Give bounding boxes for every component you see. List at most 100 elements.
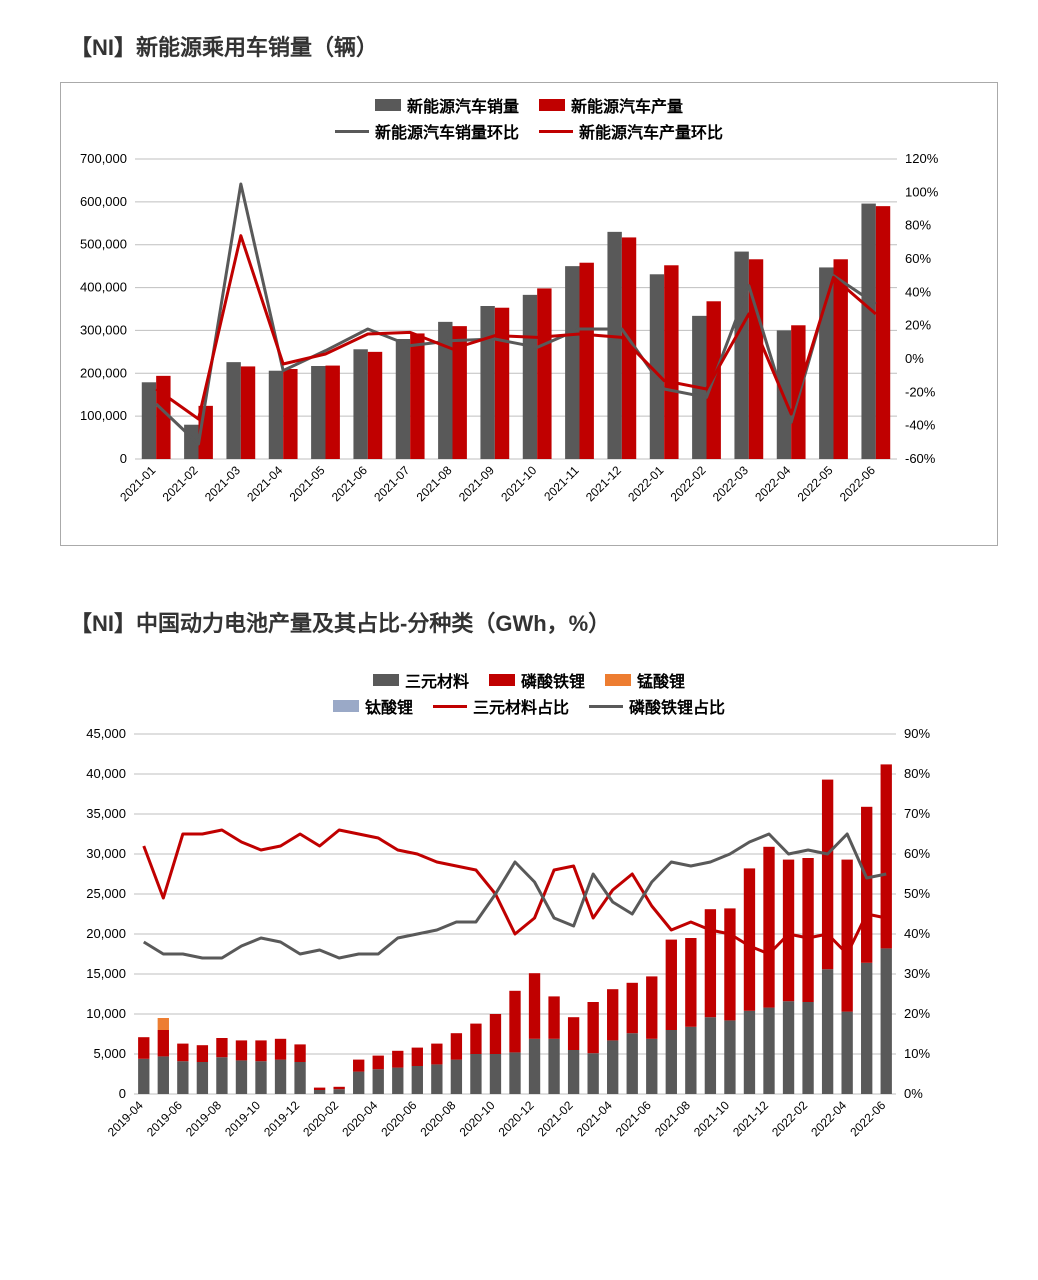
svg-text:40%: 40% bbox=[905, 284, 931, 299]
legend-swatch bbox=[605, 674, 631, 686]
svg-text:5,000: 5,000 bbox=[93, 1046, 126, 1061]
svg-text:100,000: 100,000 bbox=[80, 408, 127, 423]
legend-label: 新能源汽车产量环比 bbox=[579, 119, 723, 143]
svg-text:2020-12: 2020-12 bbox=[496, 1098, 537, 1139]
svg-text:2019-06: 2019-06 bbox=[144, 1098, 185, 1139]
legend-item: 三元材料占比 bbox=[433, 694, 569, 718]
svg-text:0%: 0% bbox=[905, 351, 924, 366]
svg-text:2021-08: 2021-08 bbox=[414, 463, 455, 504]
svg-text:2021-04: 2021-04 bbox=[574, 1098, 615, 1139]
svg-text:2022-02: 2022-02 bbox=[769, 1098, 810, 1139]
svg-text:200,000: 200,000 bbox=[80, 365, 127, 380]
svg-text:80%: 80% bbox=[905, 218, 931, 233]
svg-text:2021-11: 2021-11 bbox=[541, 463, 582, 504]
legend-item: 锰酸锂 bbox=[605, 668, 685, 692]
chart1-frame: 新能源汽车销量 新能源汽车产量 新能源汽车销量环比 新能源汽车产量环比 0100… bbox=[60, 82, 998, 546]
svg-text:-20%: -20% bbox=[905, 384, 936, 399]
svg-text:2019-10: 2019-10 bbox=[222, 1098, 263, 1139]
svg-text:10%: 10% bbox=[904, 1046, 930, 1061]
svg-text:60%: 60% bbox=[905, 251, 931, 266]
legend-label: 磷酸铁锂 bbox=[521, 668, 585, 692]
svg-text:90%: 90% bbox=[904, 726, 930, 741]
svg-text:2020-06: 2020-06 bbox=[378, 1098, 419, 1139]
svg-text:2021-04: 2021-04 bbox=[244, 463, 285, 504]
svg-text:2021-01: 2021-01 bbox=[117, 463, 158, 504]
svg-text:2022-06: 2022-06 bbox=[837, 463, 878, 504]
svg-text:70%: 70% bbox=[904, 806, 930, 821]
svg-text:30,000: 30,000 bbox=[86, 846, 126, 861]
legend-label: 磷酸铁锂占比 bbox=[629, 694, 725, 718]
svg-text:2021-06: 2021-06 bbox=[613, 1098, 654, 1139]
svg-text:2021-06: 2021-06 bbox=[329, 463, 370, 504]
svg-text:-60%: -60% bbox=[905, 451, 936, 466]
svg-text:35,000: 35,000 bbox=[86, 806, 126, 821]
legend-swatch bbox=[333, 700, 359, 712]
chart1-title: 【NI】新能源乘用车销量（辆） bbox=[70, 30, 998, 62]
svg-text:2022-03: 2022-03 bbox=[710, 463, 751, 504]
svg-text:120%: 120% bbox=[905, 151, 939, 166]
legend-item: 磷酸铁锂 bbox=[489, 668, 585, 692]
legend-item: 新能源汽车产量 bbox=[539, 93, 683, 117]
svg-text:2021-05: 2021-05 bbox=[287, 463, 328, 504]
legend-swatch bbox=[433, 705, 467, 708]
svg-text:2021-09: 2021-09 bbox=[456, 463, 497, 504]
legend-label: 锰酸锂 bbox=[637, 668, 685, 692]
chart2-title: 【NI】中国动力电池产量及其占比-分种类（GWh，%） bbox=[70, 606, 998, 638]
svg-text:2021-02: 2021-02 bbox=[160, 463, 201, 504]
svg-text:600,000: 600,000 bbox=[80, 194, 127, 209]
svg-text:45,000: 45,000 bbox=[86, 726, 126, 741]
svg-text:2021-12: 2021-12 bbox=[583, 463, 624, 504]
legend-swatch bbox=[589, 705, 623, 708]
svg-text:-40%: -40% bbox=[905, 418, 936, 433]
legend-item: 新能源汽车产量环比 bbox=[539, 119, 723, 143]
svg-text:2021-10: 2021-10 bbox=[691, 1098, 732, 1139]
svg-text:2022-04: 2022-04 bbox=[752, 463, 793, 504]
svg-text:40%: 40% bbox=[904, 926, 930, 941]
svg-text:2022-02: 2022-02 bbox=[668, 463, 709, 504]
svg-text:700,000: 700,000 bbox=[80, 151, 127, 166]
svg-text:2020-04: 2020-04 bbox=[339, 1098, 380, 1139]
legend-label: 新能源汽车产量 bbox=[571, 93, 683, 117]
legend-label: 三元材料占比 bbox=[473, 694, 569, 718]
legend-swatch bbox=[489, 674, 515, 686]
legend-item: 钛酸锂 bbox=[333, 694, 413, 718]
svg-text:40,000: 40,000 bbox=[86, 766, 126, 781]
chart1-plot: 0100,000200,000300,000400,000500,000600,… bbox=[73, 149, 953, 529]
chart2-frame: 三元材料 磷酸铁锂 锰酸锂 钛酸锂 三元材料占比 磷酸铁锂占比 0 5,000 10… bbox=[60, 658, 998, 1180]
legend-swatch bbox=[335, 130, 369, 133]
svg-text:80%: 80% bbox=[904, 766, 930, 781]
legend-label: 钛酸锂 bbox=[365, 694, 413, 718]
svg-text:15,000: 15,000 bbox=[86, 966, 126, 981]
legend-item: 三元材料 bbox=[373, 668, 469, 692]
legend-item: 新能源汽车销量环比 bbox=[335, 119, 519, 143]
legend-swatch bbox=[539, 99, 565, 111]
svg-text:400,000: 400,000 bbox=[80, 280, 127, 295]
svg-text:2021-02: 2021-02 bbox=[535, 1098, 576, 1139]
svg-text:50%: 50% bbox=[904, 886, 930, 901]
legend-item: 新能源汽车销量 bbox=[375, 93, 519, 117]
svg-text:25,000: 25,000 bbox=[86, 886, 126, 901]
svg-text:2019-12: 2019-12 bbox=[261, 1098, 302, 1139]
svg-text:20%: 20% bbox=[905, 318, 931, 333]
legend-item: 磷酸铁锂占比 bbox=[589, 694, 725, 718]
svg-text:2020-02: 2020-02 bbox=[300, 1098, 341, 1139]
svg-text:100%: 100% bbox=[905, 184, 939, 199]
chart2-plot: 05,00010,00015,00020,00025,00030,00035,0… bbox=[72, 724, 952, 1164]
legend-label: 新能源汽车销量环比 bbox=[375, 119, 519, 143]
svg-text:20,000: 20,000 bbox=[86, 926, 126, 941]
svg-text:60%: 60% bbox=[904, 846, 930, 861]
svg-text:2022-05: 2022-05 bbox=[795, 463, 836, 504]
svg-text:300,000: 300,000 bbox=[80, 322, 127, 337]
svg-text:30%: 30% bbox=[904, 966, 930, 981]
svg-text:20%: 20% bbox=[904, 1006, 930, 1021]
legend-swatch bbox=[539, 130, 573, 133]
svg-text:0%: 0% bbox=[904, 1086, 923, 1101]
legend-swatch bbox=[375, 99, 401, 111]
svg-text:2021-03: 2021-03 bbox=[202, 463, 243, 504]
svg-text:2021-12: 2021-12 bbox=[730, 1098, 771, 1139]
svg-text:2021-08: 2021-08 bbox=[652, 1098, 693, 1139]
svg-text:2019-08: 2019-08 bbox=[183, 1098, 224, 1139]
svg-text:2021-07: 2021-07 bbox=[371, 463, 412, 504]
svg-text:0: 0 bbox=[119, 1086, 126, 1101]
legend-label: 新能源汽车销量 bbox=[407, 93, 519, 117]
